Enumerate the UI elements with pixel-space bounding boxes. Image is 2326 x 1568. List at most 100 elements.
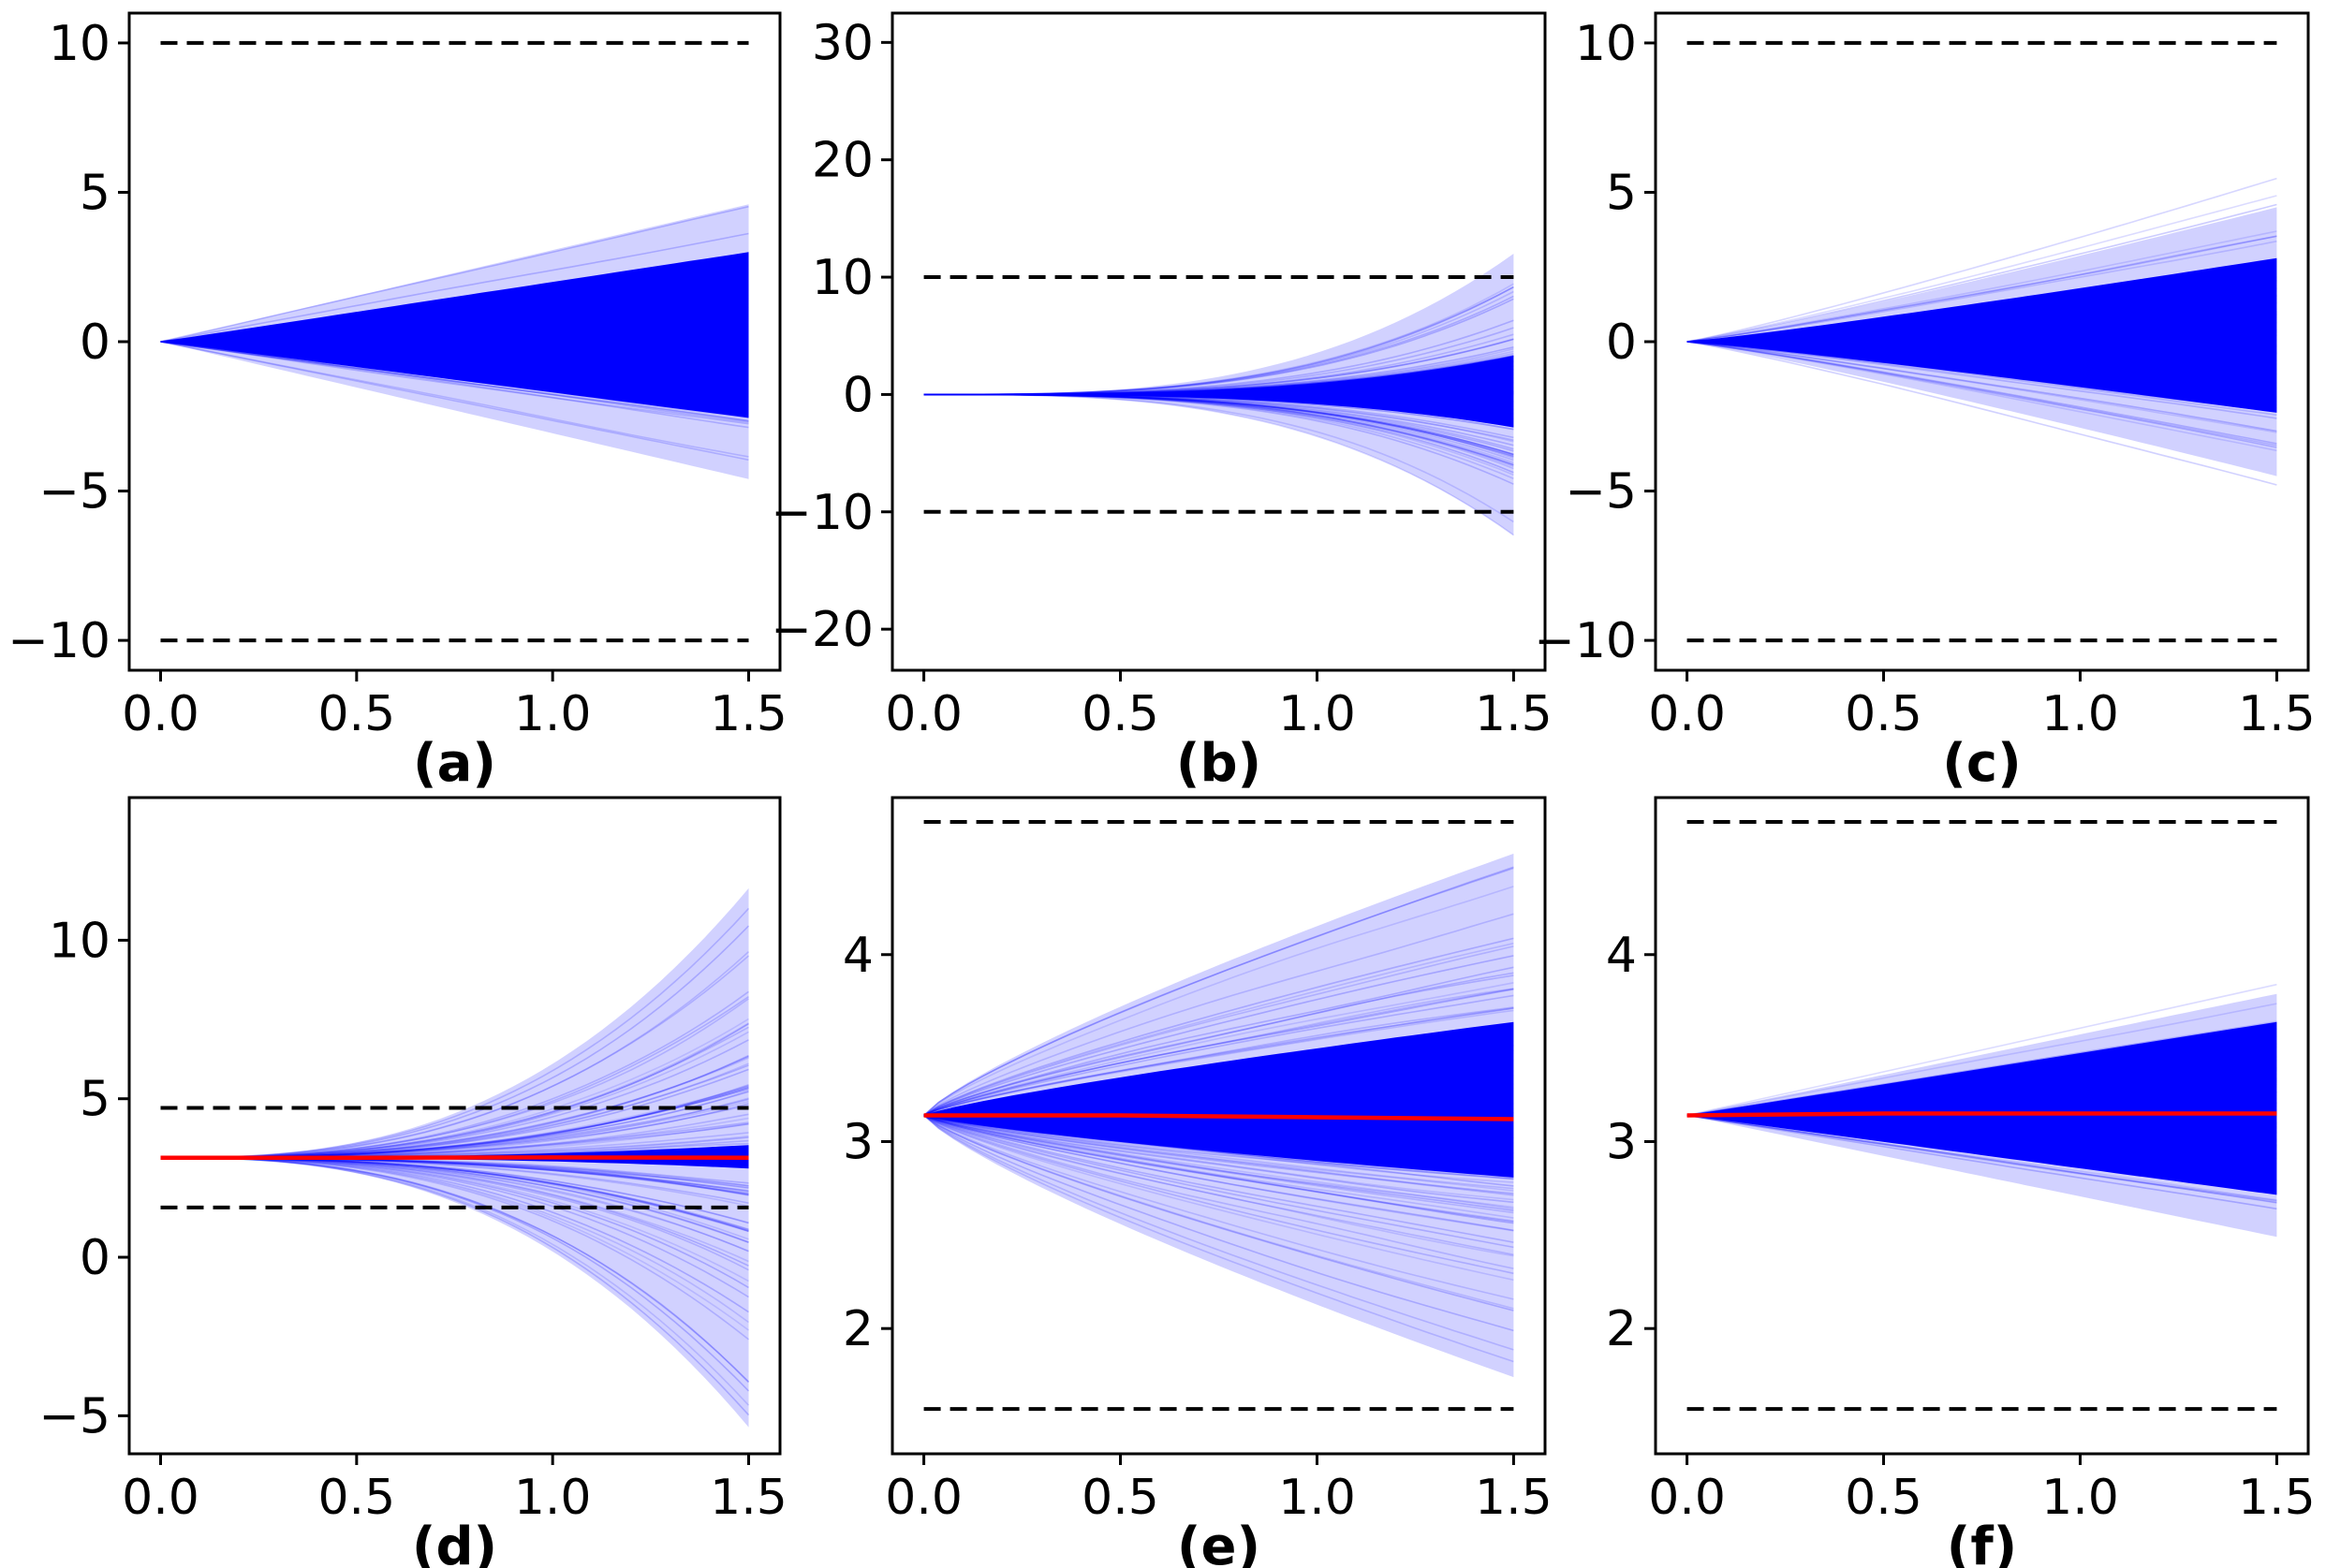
trajectory-a	[160, 341, 749, 367]
y-tick-label-b: 30	[812, 15, 874, 71]
trajectory-f	[1686, 1114, 2277, 1150]
trajectory-e	[923, 1103, 1514, 1117]
panel-label-c: (c)	[1942, 733, 2021, 794]
trajectory-e	[923, 1059, 1514, 1117]
trajectory-c	[1686, 287, 2277, 343]
trajectory-c	[1686, 279, 2277, 343]
trajectory-b	[923, 393, 1514, 447]
trajectory-a	[160, 294, 749, 343]
trajectory-f	[1686, 1066, 2277, 1117]
y-tick-label-d: 0	[80, 1230, 110, 1286]
trajectory-c	[1686, 298, 2277, 343]
trajectory-a	[160, 341, 749, 365]
trajectory-c	[1686, 285, 2277, 343]
trajectory-e	[923, 886, 1514, 1117]
trajectory-f	[1686, 1081, 2277, 1117]
trajectory-f	[1686, 1114, 2277, 1158]
x-tick-label-a: 1.0	[514, 686, 592, 742]
trajectory-c	[1686, 240, 2277, 343]
trajectory-f	[1686, 1114, 2277, 1202]
y-tick-label-e: 2	[843, 1301, 874, 1357]
trajectory-e	[923, 1114, 1514, 1351]
trajectory-c	[1686, 315, 2277, 343]
trajectory-e	[923, 1114, 1514, 1134]
trajectory-b	[923, 381, 1514, 396]
plot-area-a	[160, 204, 749, 479]
trajectory-c	[1686, 341, 2277, 413]
trajectory-c	[1686, 341, 2277, 371]
trajectory-a	[160, 338, 749, 343]
trajectory-f	[1686, 1114, 2277, 1154]
trajectory-e	[923, 1114, 1514, 1154]
trajectory-a	[160, 263, 749, 343]
trajectory-e	[923, 1114, 1514, 1209]
x-tick-label-f: 1.0	[2041, 1470, 2119, 1526]
trajectory-f	[1686, 1083, 2277, 1117]
trajectory-e	[923, 1077, 1514, 1117]
trajectory-a	[160, 315, 749, 343]
trajectory-a	[160, 334, 749, 343]
trajectory-e	[923, 1114, 1514, 1209]
trajectory-b	[923, 338, 1514, 396]
trajectory-b	[923, 393, 1514, 458]
trajectory-b	[923, 369, 1514, 396]
trajectory-e	[923, 1114, 1514, 1300]
trajectory-a	[160, 315, 749, 343]
y-tick-label-b: 20	[812, 133, 874, 189]
trajectory-b	[923, 393, 1514, 456]
trajectory-a	[160, 272, 749, 343]
trajectory-b	[923, 365, 1514, 396]
trajectory-e	[923, 1114, 1514, 1249]
trajectory-b	[923, 393, 1514, 452]
trajectory-b	[923, 389, 1514, 396]
trajectory-c	[1686, 301, 2277, 343]
trajectory-b	[923, 350, 1514, 396]
trajectory-a	[160, 341, 749, 366]
trajectory-a	[160, 341, 749, 462]
trajectory-a	[160, 316, 749, 343]
trajectory-c	[1686, 302, 2277, 343]
trajectory-e	[923, 1045, 1514, 1117]
trajectory-c	[1686, 341, 2277, 433]
trajectory-a	[160, 341, 749, 359]
trajectory-a	[160, 205, 749, 343]
trajectory-f	[1686, 1056, 2277, 1117]
trajectory-a	[160, 339, 749, 343]
trajectory-a	[160, 324, 749, 343]
trajectory-e	[923, 945, 1514, 1117]
trajectory-f	[1686, 1020, 2277, 1117]
plot-area-b	[923, 254, 1514, 536]
trajectory-b	[923, 374, 1514, 396]
trajectory-c	[1686, 341, 2277, 417]
trajectory-a	[160, 341, 749, 394]
trajectory-f	[1686, 1073, 2277, 1117]
trajectory-f	[1686, 1114, 2277, 1125]
trajectory-c	[1686, 322, 2277, 343]
trajectory-b	[923, 391, 1514, 396]
trajectory-a	[160, 313, 749, 343]
trajectory-c	[1686, 321, 2277, 343]
trajectory-b	[923, 393, 1514, 485]
trajectory-a	[160, 341, 749, 458]
trajectory-b	[923, 393, 1514, 414]
y-tick-label-c: −10	[1534, 613, 1637, 669]
trajectory-c	[1686, 341, 2277, 352]
trajectory-b	[923, 393, 1514, 423]
trajectory-f	[1686, 1114, 2277, 1147]
trajectory-b	[923, 352, 1514, 396]
trajectory-b	[923, 379, 1514, 396]
x-tick-label-e: 1.5	[1475, 1470, 1553, 1526]
trajectory-b	[923, 338, 1514, 396]
y-tick-label-a: −5	[38, 464, 110, 520]
trajectory-f	[1686, 1092, 2277, 1117]
trajectory-a	[160, 341, 749, 373]
trajectory-f	[1686, 1114, 2277, 1134]
trajectory-c	[1686, 341, 2277, 362]
outer-band-b	[923, 254, 1514, 535]
trajectory-f	[1686, 1114, 2277, 1125]
trajectory-e	[923, 1114, 1514, 1180]
trajectory-c	[1686, 341, 2277, 389]
trajectory-b	[923, 393, 1514, 422]
trajectory-b	[923, 360, 1514, 396]
trajectory-c	[1686, 311, 2277, 343]
